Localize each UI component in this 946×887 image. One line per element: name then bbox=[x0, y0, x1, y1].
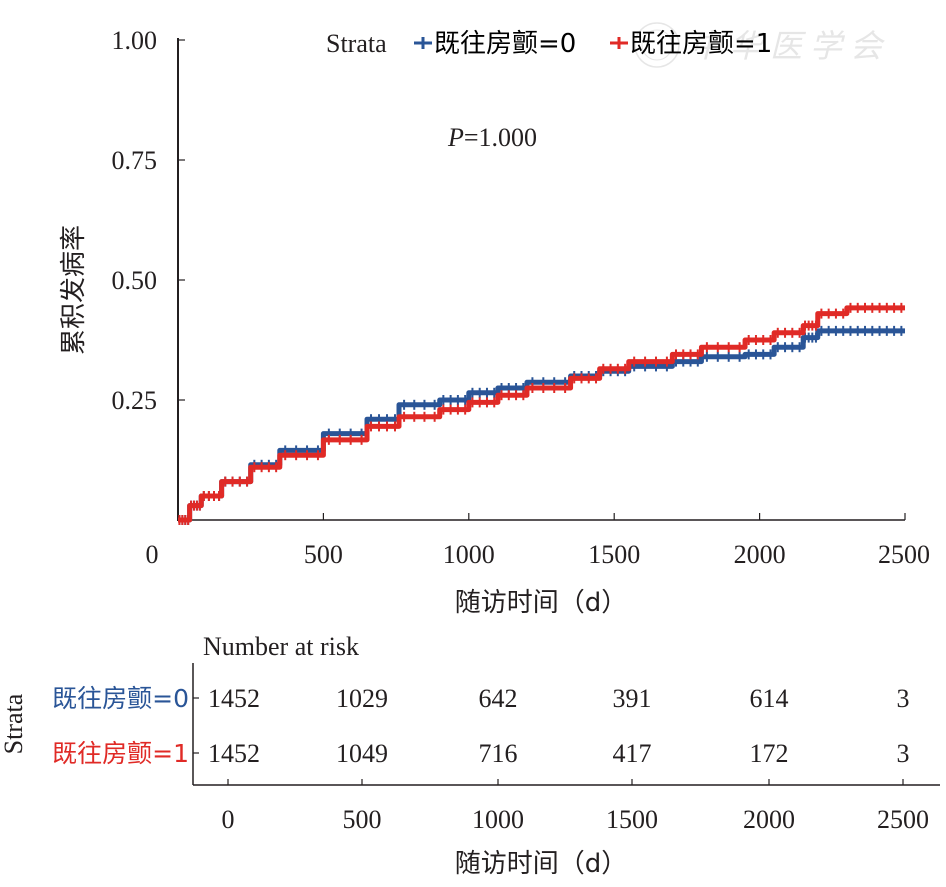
p-value-annotation: P=1.000 bbox=[447, 123, 537, 152]
legend-title: Strata bbox=[326, 29, 387, 58]
legend-marker-0-icon bbox=[414, 37, 432, 49]
risk-x-tick-label: 1500 bbox=[606, 805, 658, 834]
risk-strata-label: Strata bbox=[0, 693, 28, 754]
risk-table-title: Number at risk bbox=[203, 632, 359, 661]
risk-row-label-1: 既往房颤=1 bbox=[52, 739, 189, 768]
risk-x-tick-label: 1000 bbox=[472, 805, 524, 834]
x-tick-label: 2500 bbox=[878, 540, 930, 569]
risk-cell: 172 bbox=[750, 739, 789, 768]
series-layer bbox=[177, 302, 905, 525]
series-1 bbox=[177, 302, 905, 525]
risk-cell: 642 bbox=[479, 684, 518, 713]
risk-cell: 3 bbox=[897, 684, 910, 713]
risk-table: Number at risk Strata 既往房颤=0 既往房颤=1 1452… bbox=[0, 632, 940, 879]
watermark-seal-inner-icon bbox=[641, 29, 673, 61]
y-tick-label: 0.75 bbox=[112, 146, 158, 175]
series-line bbox=[178, 305, 905, 523]
p-value-rest: =1.000 bbox=[464, 123, 537, 152]
y-tick-label: 0.25 bbox=[112, 386, 158, 415]
x-tick-label: 0 bbox=[146, 540, 159, 569]
legend-marker-1-icon bbox=[610, 37, 628, 49]
p-value-italic: P bbox=[447, 123, 464, 152]
risk-cell: 1049 bbox=[336, 739, 388, 768]
risk-x-tick-label: 2000 bbox=[743, 805, 795, 834]
risk-cell: 1029 bbox=[336, 684, 388, 713]
series-line bbox=[178, 328, 905, 523]
x-tick-label: 500 bbox=[304, 540, 343, 569]
legend: Strata 既往房颤=0 既往房颤=1 bbox=[326, 29, 772, 59]
y-axis-label: 累积发病率 bbox=[59, 225, 89, 355]
risk-cell: 716 bbox=[479, 739, 518, 768]
risk-cell: 614 bbox=[750, 684, 789, 713]
risk-x-tick-label: 0 bbox=[222, 805, 235, 834]
series-0 bbox=[177, 325, 905, 525]
x-axis-label: 随访时间（d） bbox=[455, 588, 628, 618]
risk-row-label-0: 既往房颤=0 bbox=[52, 684, 189, 713]
risk-x-axis-label: 随访时间（d） bbox=[455, 849, 628, 879]
risk-cell: 391 bbox=[613, 684, 652, 713]
x-tick-label: 1500 bbox=[588, 540, 640, 569]
watermark-text: 中华医学会 bbox=[690, 27, 890, 65]
risk-cell: 417 bbox=[613, 739, 652, 768]
y-tick-label: 1.00 bbox=[112, 26, 158, 55]
watermark: 中华医学会 bbox=[634, 22, 890, 68]
legend-entry-0: 既往房颤=0 bbox=[434, 29, 576, 59]
risk-x-tick-label: 500 bbox=[343, 805, 382, 834]
x-tick-label: 2000 bbox=[734, 540, 786, 569]
watermark-seal-icon bbox=[634, 22, 680, 68]
risk-cell: 3 bbox=[897, 739, 910, 768]
risk-cell: 1452 bbox=[208, 684, 260, 713]
risk-x-tick-label: 2500 bbox=[877, 805, 929, 834]
x-tick-label: 1000 bbox=[443, 540, 495, 569]
y-tick-label: 0.50 bbox=[112, 266, 158, 295]
legend-entry-1: 既往房颤=1 bbox=[630, 29, 772, 59]
risk-cell: 1452 bbox=[208, 739, 260, 768]
